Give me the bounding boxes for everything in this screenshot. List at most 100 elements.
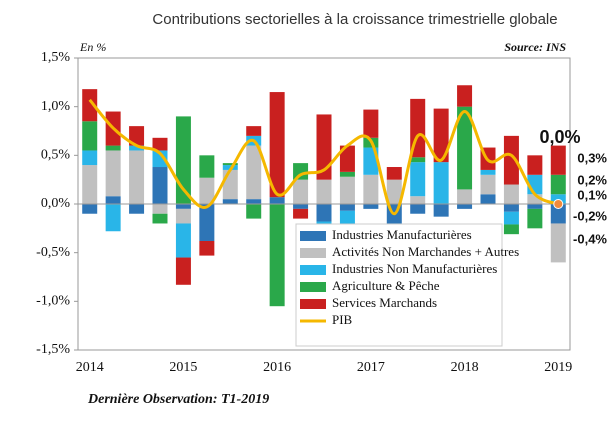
bar-segment: [222, 199, 238, 204]
bar-segment: [129, 204, 145, 214]
y-tick-label: -0,5%: [36, 245, 70, 260]
bar-segment: [433, 108, 449, 163]
bar-segment: [246, 199, 262, 204]
y-tick-label: 0,0%: [41, 196, 71, 211]
bar-segment: [363, 204, 379, 209]
annotation: 0,2%: [577, 172, 607, 187]
annotation: 0,0%: [539, 127, 580, 147]
bar-segment: [82, 89, 98, 122]
y-tick-label: 1,0%: [41, 99, 71, 114]
annotation: 0,3%: [577, 150, 607, 165]
bar-segment: [222, 163, 238, 166]
bar-segment: [503, 184, 519, 204]
legend-swatch: [300, 282, 326, 292]
bar-segment: [550, 204, 566, 224]
bar-segment: [480, 169, 496, 175]
bar-segment: [503, 211, 519, 225]
bar-segment: [410, 157, 426, 163]
bar-segment: [246, 204, 262, 219]
bar-segment: [293, 208, 309, 219]
bar-segment: [316, 114, 332, 180]
bar-segment: [316, 204, 332, 222]
bar-segment: [269, 92, 285, 198]
bar-segment: [316, 179, 332, 204]
bar-segment: [199, 204, 215, 241]
bar-segment: [410, 204, 426, 214]
y-tick-label: 0,5%: [41, 148, 71, 163]
pib-last-point: [553, 199, 564, 209]
legend-label: Activités Non Marchandes + Autres: [332, 244, 519, 259]
bar-segment: [105, 145, 121, 151]
bar-segment: [433, 162, 449, 204]
y-tick-label: 1,5%: [41, 50, 71, 65]
bar-segment: [82, 204, 98, 214]
bar-segment: [386, 179, 402, 204]
bar-segment: [129, 150, 145, 204]
bar-segment: [175, 257, 191, 285]
bar-segment: [339, 171, 355, 177]
bar-segment: [457, 189, 473, 204]
annotation: -0,4%: [573, 231, 607, 246]
bar-segment: [199, 240, 215, 256]
bar-segment: [175, 223, 191, 258]
bar-segment: [293, 204, 309, 209]
bar-segment: [222, 169, 238, 200]
annotation: 0,1%: [577, 187, 607, 202]
legend-swatch: [300, 231, 326, 241]
chart-title: Contributions sectorielles à la croissan…: [152, 11, 557, 28]
bar-segment: [550, 223, 566, 263]
legend-swatch: [300, 248, 326, 258]
footer: Dernière Observation: T1-2019: [87, 392, 269, 407]
legend-label: PIB: [332, 312, 353, 327]
bar-segment: [152, 204, 168, 214]
bar-segment: [105, 150, 121, 197]
bar-segment: [129, 126, 145, 146]
bar-segment: [386, 167, 402, 180]
legend-label: Services Marchands: [332, 295, 437, 310]
bar-segment: [82, 121, 98, 151]
bar-segment: [152, 167, 168, 204]
bar-segment: [175, 204, 191, 209]
bar-segment: [293, 163, 309, 180]
bar-segment: [152, 137, 168, 151]
bar-segment: [527, 194, 543, 204]
bar-segment: [503, 224, 519, 235]
x-tick-label: 2018: [451, 360, 479, 375]
unit-label: En %: [79, 40, 106, 54]
bar-segment: [410, 196, 426, 204]
bar-segment: [82, 150, 98, 166]
bar-segment: [527, 208, 543, 229]
bar-segment: [480, 194, 496, 204]
bar-segment: [457, 204, 473, 209]
x-tick-label: 2014: [76, 360, 104, 375]
legend-label: Industries Non Manufacturières: [332, 261, 497, 276]
pib-line: [88, 98, 559, 216]
bar-segment: [175, 208, 191, 224]
bar-segment: [129, 145, 145, 151]
bar-segment: [269, 204, 285, 307]
source: Source: INS: [504, 40, 566, 54]
bar-segment: [105, 196, 121, 204]
bar-segment: [199, 177, 215, 204]
bar-segment: [339, 176, 355, 204]
bar-segment: [503, 204, 519, 212]
bar-segment: [550, 174, 566, 195]
bar-segment: [503, 135, 519, 185]
legend-swatch: [300, 299, 326, 309]
bar-segment: [527, 204, 543, 209]
bar-segment: [363, 109, 379, 138]
x-tick-label: 2019: [544, 360, 572, 375]
annotation: -0,2%: [573, 208, 607, 223]
bar-segment: [152, 213, 168, 224]
legend-box: [295, 223, 503, 347]
bar-segment: [457, 85, 473, 107]
legend-label: Industries Manufacturières: [332, 227, 472, 242]
legend-label: Agriculture & Pêche: [332, 278, 440, 293]
bar-segment: [363, 174, 379, 204]
bar-segment: [527, 155, 543, 175]
bar-segment: [82, 165, 98, 204]
bar-segment: [246, 145, 262, 200]
y-tick-label: -1,5%: [36, 342, 70, 357]
x-tick-label: 2015: [169, 360, 197, 375]
